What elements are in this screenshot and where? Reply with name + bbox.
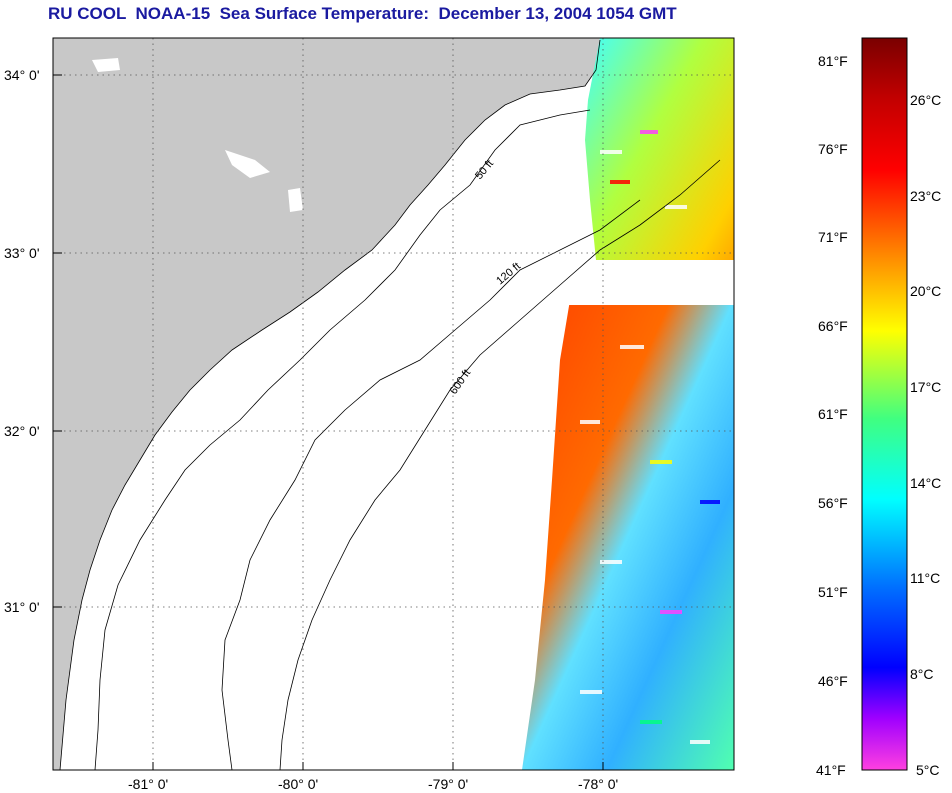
colorbar-c-20: 20°C [910, 283, 942, 299]
map-frame [52, 37, 735, 771]
lon-label-79: -79° 0' [428, 776, 468, 792]
lat-label-33: 33° 0' [4, 245, 40, 261]
colorbar-f-76: 76°F [818, 141, 848, 157]
lat-label-32: 32° 0' [4, 423, 40, 439]
colorbar-c-11: 11°C [910, 570, 941, 586]
lat-label-34: 34° 0' [4, 67, 40, 83]
colorbar-c-5: 5°C [916, 762, 940, 778]
coastline [59, 39, 601, 771]
colorbar-f-61: 61°F [818, 406, 848, 422]
colorbar-f-81: 81°F [818, 53, 848, 69]
sst-swath-main [522, 300, 734, 770]
colorbar-f-46: 46°F [818, 673, 848, 689]
land-area [53, 38, 600, 770]
colorbar-c-8: 8°C [910, 666, 934, 682]
colorbar-f-66: 66°F [818, 318, 848, 334]
colorbar [861, 37, 908, 771]
sst-swath-north [585, 38, 734, 300]
colorbar-c-14: 14°C [910, 475, 942, 491]
colorbar-f-71: 71°F [818, 229, 848, 245]
contour-50ft [94, 109, 591, 771]
colorbar-c-17: 17°C [910, 379, 942, 395]
contour-600ft [279, 159, 721, 771]
lon-label-81: -81° 0' [128, 776, 168, 792]
colorbar-c-23: 23°C [910, 188, 942, 204]
colorbar-f-41: 41°F [816, 762, 846, 778]
map-grid [53, 38, 734, 770]
map-title: RU COOL NOAA-15 Sea Surface Temperature:… [48, 4, 677, 23]
colorbar-c-26: 26°C [910, 92, 942, 108]
sst-noise [580, 130, 720, 744]
lon-label-78: -78° 0' [578, 776, 618, 792]
colorbar-f-51: 51°F [818, 584, 848, 600]
lon-label-80: -80° 0' [278, 776, 318, 792]
colorbar-f-56: 56°F [818, 495, 848, 511]
contour-120ft [221, 199, 641, 771]
lat-label-31: 31° 0' [4, 599, 40, 615]
